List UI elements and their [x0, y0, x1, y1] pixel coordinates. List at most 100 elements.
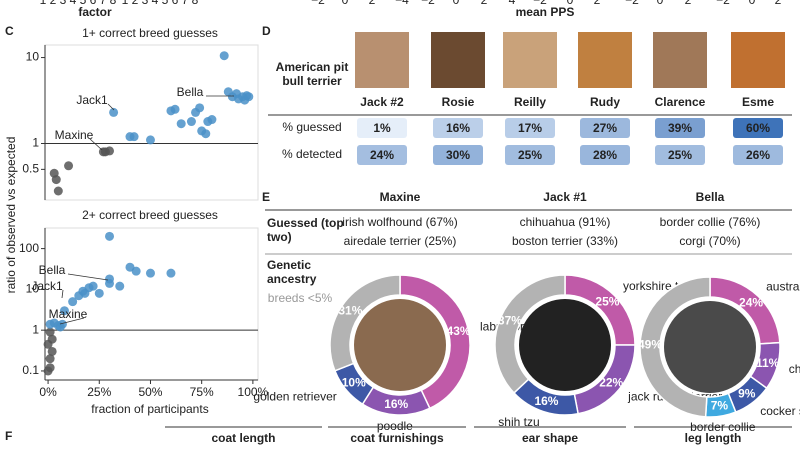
x-tick-label: 50%	[138, 385, 162, 399]
chart-title: 2+ correct breed guesses	[82, 208, 218, 222]
axis-title: factor	[78, 5, 112, 19]
dog-name: Maxine	[380, 190, 421, 204]
point	[45, 363, 55, 373]
tick-label: −4	[395, 0, 409, 7]
point	[94, 288, 104, 298]
point	[115, 281, 125, 291]
segment-name: chow	[789, 362, 800, 376]
dog-name: Jack #2	[360, 95, 404, 109]
y-tick-label: 0.1	[22, 363, 39, 377]
cell-label: 27%	[593, 121, 617, 135]
panel-letter: D	[262, 24, 271, 38]
tick-label: 0	[453, 0, 460, 7]
point	[51, 175, 61, 185]
dog-photo	[731, 32, 785, 88]
point	[195, 103, 205, 113]
leader-line	[107, 103, 115, 111]
leader-line	[89, 138, 103, 151]
annotation: Maxine	[49, 307, 88, 321]
y-tick-label: 0.5	[22, 162, 39, 176]
segment-label: 16%	[534, 394, 558, 408]
segment-label: 7%	[711, 398, 729, 412]
cell	[580, 118, 630, 138]
tick-label: 2	[685, 0, 692, 7]
tick-label: 1 2 3 4 5 6 7 8	[122, 0, 199, 7]
y-tick-label: 1	[32, 136, 39, 150]
annotation: Maxine	[55, 128, 94, 142]
cell-label: 24%	[370, 148, 394, 162]
dog-name: Reilly	[514, 95, 546, 109]
dog-photo	[355, 32, 409, 88]
dog-photo	[578, 32, 632, 88]
segment-label: 9%	[738, 387, 756, 401]
panel-letter: E	[262, 190, 270, 204]
point	[207, 115, 217, 125]
annotation: Jack1	[31, 279, 63, 293]
trait-label: leg length	[685, 431, 742, 445]
cell	[505, 145, 555, 165]
segment-name: golden retriever	[253, 389, 336, 403]
cell-label: 60%	[746, 121, 770, 135]
point	[57, 319, 67, 329]
trait-label: coat length	[211, 431, 275, 445]
segment-label: 24%	[739, 295, 763, 309]
tick-label: −2	[625, 0, 639, 7]
segment-name: breeds <5%	[268, 291, 333, 305]
donut-segment	[399, 274, 471, 410]
annotation: Jack1	[76, 93, 108, 107]
dog-name: Rosie	[442, 95, 475, 109]
point	[45, 354, 55, 364]
point	[176, 119, 186, 129]
cell	[733, 118, 783, 138]
tick-label: −2	[533, 0, 547, 7]
cell-label: 28%	[593, 148, 617, 162]
dog-photo	[503, 32, 557, 88]
plot-frame	[44, 44, 259, 201]
row-label: Guessed (top two)	[267, 216, 344, 244]
tick-label: −2	[421, 0, 435, 7]
point	[145, 135, 155, 145]
guess: airedale terrier (25%)	[344, 234, 457, 248]
cell-label: 39%	[668, 121, 692, 135]
segment-label: 16%	[384, 397, 408, 411]
cell	[505, 118, 555, 138]
x-tick-label: 100%	[238, 385, 269, 399]
cell-label: 1%	[373, 121, 391, 135]
tick-label: 2	[594, 0, 601, 7]
trait-label: coat furnishings	[350, 431, 444, 445]
guess: boston terrier (33%)	[512, 234, 618, 248]
point	[59, 306, 69, 316]
segment-name: shih tzu	[498, 415, 539, 429]
segment-label: 25%	[595, 295, 619, 309]
cell-label: 30%	[446, 148, 470, 162]
cell	[580, 145, 630, 165]
point	[170, 104, 180, 114]
tick-label: 1 2 3 4 5 6 7 8	[40, 0, 117, 7]
tick-label: 4	[509, 0, 516, 7]
donut-segment	[494, 274, 566, 394]
point	[109, 107, 119, 117]
dog-name: Clarence	[655, 95, 706, 109]
leader-line	[59, 317, 85, 325]
dog-photo	[431, 32, 485, 88]
dog-photo	[653, 32, 707, 88]
dog-name: Jack #1	[543, 190, 587, 204]
dog-name: Esme	[742, 95, 774, 109]
tick-label: 0	[749, 0, 756, 7]
donut-segment	[639, 276, 711, 418]
plot-frame	[44, 227, 259, 381]
y-tick-label: 100	[19, 241, 39, 255]
guess: chihuahua (91%)	[520, 215, 611, 229]
tick-label: 2	[481, 0, 488, 7]
leader-line	[67, 273, 109, 281]
segment-label: 22%	[599, 375, 623, 389]
cell	[433, 118, 483, 138]
tick-label: 0	[567, 0, 574, 7]
point	[129, 132, 139, 142]
point	[145, 268, 155, 278]
point	[47, 334, 57, 344]
cell	[357, 145, 407, 165]
donut-segment	[329, 274, 401, 372]
segment-label: 10%	[342, 375, 366, 389]
